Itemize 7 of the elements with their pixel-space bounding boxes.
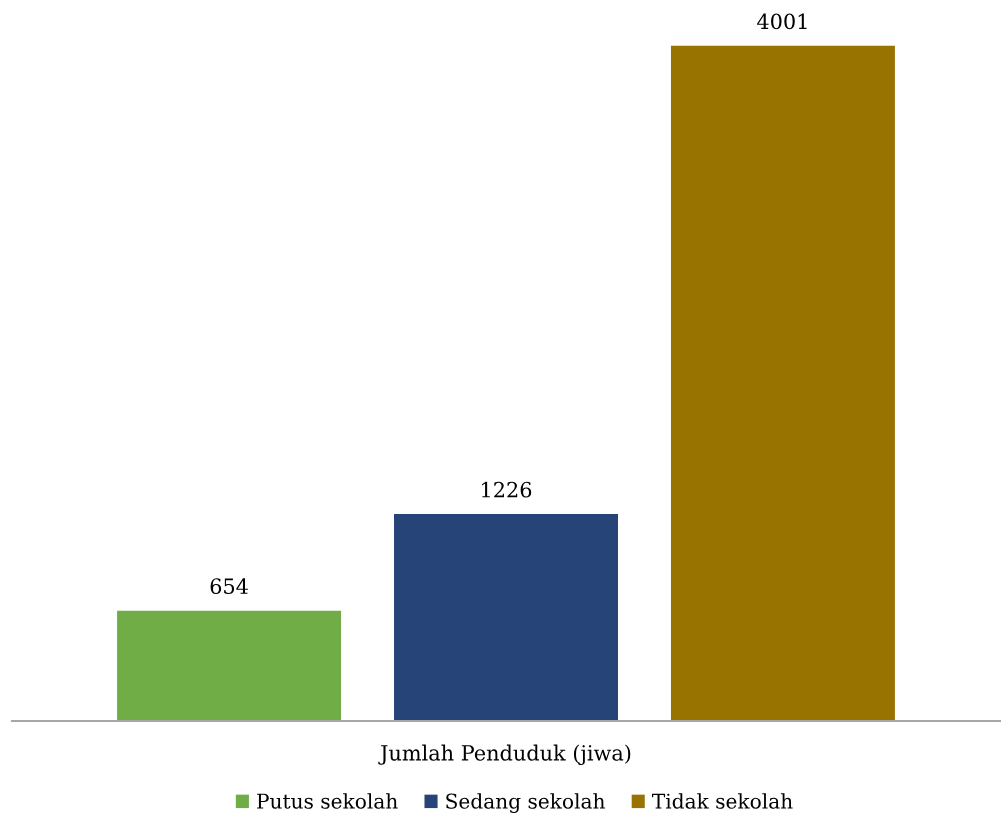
legend-label: Tidak sekolah <box>652 793 793 809</box>
x-axis-title: Jumlah Penduduk (jiwa) <box>378 744 631 766</box>
data-label: 654 <box>210 578 248 595</box>
legend-label: Sedang sekolah <box>446 793 605 813</box>
data-label: 4001 <box>757 13 807 30</box>
legend-label: Putus sekolah <box>257 793 398 809</box>
data-label: 1226 <box>482 481 532 498</box>
